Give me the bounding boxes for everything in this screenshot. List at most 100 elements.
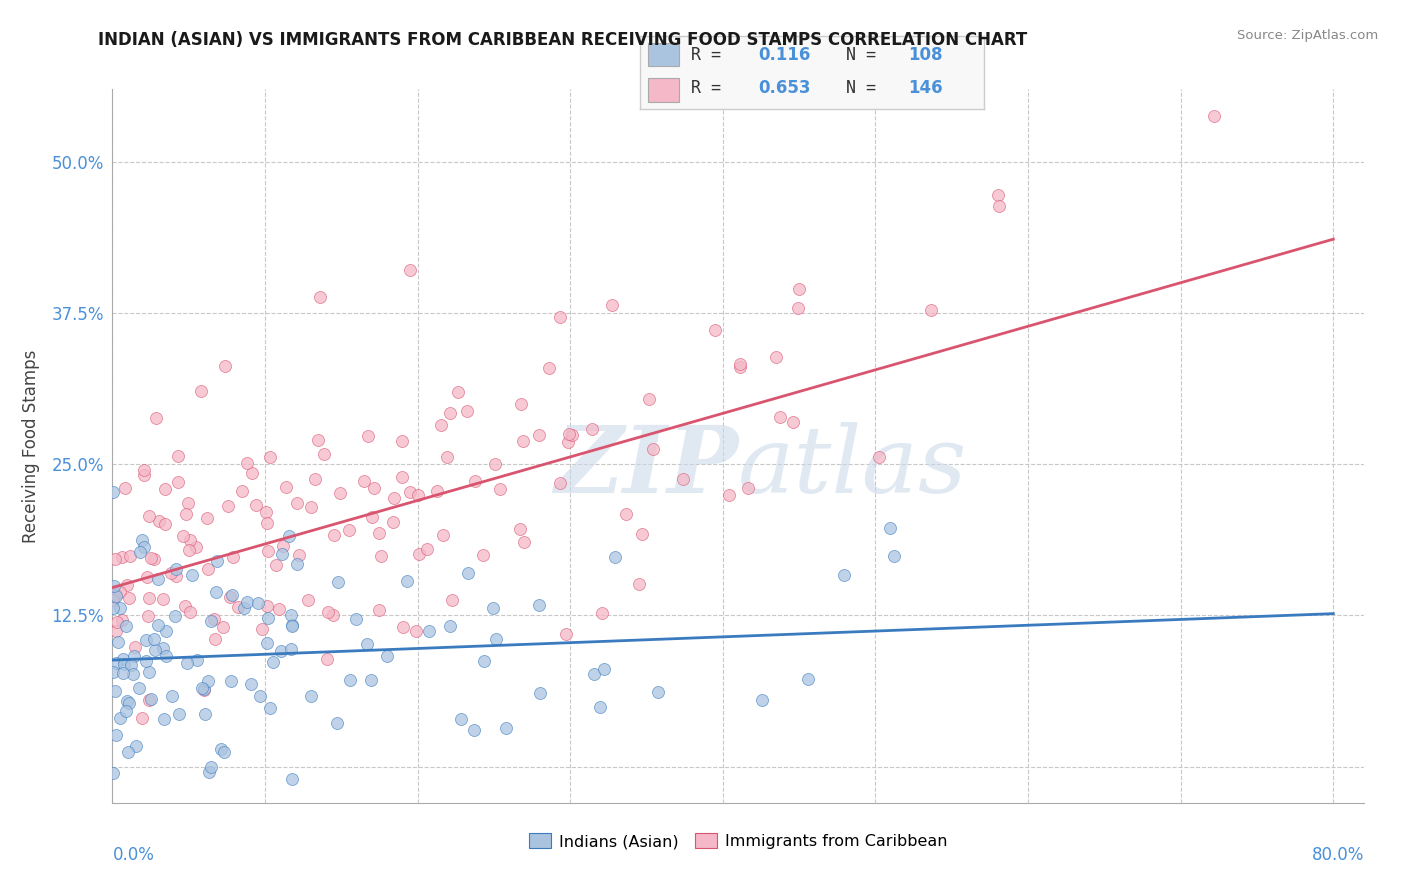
- Point: [128, 545, 150, 559]
- Point: [101, 601, 124, 615]
- Point: [281, 772, 304, 786]
- Point: [122, 648, 145, 663]
- Point: [108, 600, 131, 615]
- Text: 0.0%: 0.0%: [112, 846, 155, 863]
- Point: [186, 653, 208, 667]
- Point: [246, 596, 269, 610]
- Point: [135, 570, 157, 584]
- Point: [153, 516, 176, 531]
- Point: [245, 498, 267, 512]
- Point: [110, 585, 132, 599]
- Point: [591, 606, 613, 620]
- Point: [207, 553, 229, 567]
- Point: [280, 642, 302, 657]
- Point: [489, 482, 512, 496]
- Point: [768, 410, 790, 425]
- Point: [108, 711, 131, 725]
- Point: [737, 481, 759, 495]
- Point: [240, 466, 263, 480]
- Point: [200, 760, 222, 774]
- Point: [249, 689, 271, 703]
- Point: [447, 384, 470, 399]
- Point: [464, 474, 486, 488]
- Point: [367, 526, 389, 541]
- Point: [184, 540, 207, 554]
- Point: [787, 301, 810, 315]
- Point: [104, 589, 127, 603]
- Point: [132, 468, 155, 483]
- Point: [797, 673, 820, 687]
- Point: [529, 686, 551, 700]
- Point: [356, 637, 378, 651]
- Point: [235, 457, 257, 471]
- Point: [132, 540, 155, 554]
- Point: [436, 450, 458, 464]
- Point: [101, 765, 124, 780]
- Point: [509, 522, 531, 536]
- Point: [728, 359, 751, 374]
- Point: [190, 681, 212, 695]
- Point: [353, 474, 375, 488]
- Point: [125, 739, 148, 753]
- Point: [588, 699, 610, 714]
- Point: [628, 576, 651, 591]
- Point: [218, 591, 240, 605]
- Point: [472, 654, 495, 668]
- Point: [236, 595, 259, 609]
- Point: [408, 547, 430, 561]
- Point: [703, 323, 725, 337]
- Point: [270, 644, 292, 658]
- Point: [135, 654, 157, 668]
- Point: [250, 623, 273, 637]
- Point: [217, 499, 239, 513]
- Point: [322, 528, 344, 542]
- Point: [256, 505, 278, 519]
- Point: [299, 689, 322, 703]
- Point: [717, 488, 740, 502]
- Point: [138, 692, 160, 706]
- Point: [259, 450, 281, 465]
- Point: [537, 360, 560, 375]
- Point: [221, 588, 243, 602]
- Point: [406, 488, 429, 502]
- Point: [165, 569, 187, 583]
- Point: [269, 601, 291, 615]
- Point: [512, 434, 534, 448]
- Point: [363, 481, 385, 495]
- Point: [285, 557, 308, 571]
- Point: [135, 633, 157, 648]
- Point: [262, 655, 284, 669]
- Point: [392, 620, 415, 634]
- Point: [200, 614, 222, 628]
- Point: [256, 599, 278, 614]
- Point: [212, 620, 235, 634]
- Point: [561, 427, 583, 442]
- Text: 0.116: 0.116: [759, 45, 811, 63]
- Text: 0.653: 0.653: [759, 79, 811, 97]
- Point: [513, 535, 536, 549]
- Point: [270, 547, 292, 561]
- Point: [231, 484, 253, 499]
- Point: [104, 684, 127, 698]
- Point: [1202, 109, 1225, 123]
- Point: [312, 447, 335, 461]
- Point: [121, 667, 143, 681]
- Point: [529, 598, 551, 612]
- Point: [120, 549, 142, 563]
- Point: [212, 745, 235, 759]
- Point: [309, 290, 332, 304]
- Point: [281, 618, 304, 632]
- Point: [103, 578, 125, 592]
- Point: [163, 609, 186, 624]
- Point: [868, 450, 890, 465]
- Point: [104, 587, 127, 601]
- Point: [276, 480, 298, 494]
- Point: [128, 681, 150, 695]
- Point: [105, 624, 128, 639]
- Point: [165, 562, 187, 576]
- Point: [131, 711, 153, 725]
- Point: [558, 426, 581, 441]
- Point: [197, 673, 219, 688]
- Point: [138, 508, 160, 523]
- Point: [115, 704, 138, 718]
